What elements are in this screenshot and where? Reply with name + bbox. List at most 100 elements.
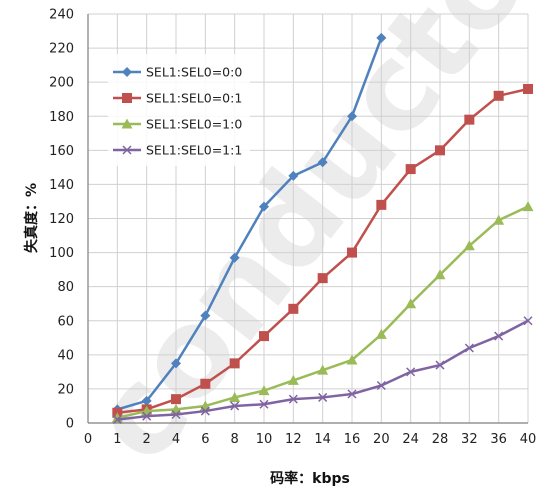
- legend-label: SEL1:SEL0=0:1: [146, 91, 242, 106]
- data-point-stroke: [376, 380, 386, 391]
- data-point: [259, 201, 269, 212]
- data-point: [229, 391, 241, 402]
- y-tick-labels: 0 20 40 60 80 100 120 140 160 180 200 220 240: [49, 8, 74, 432]
- data-point: [464, 343, 474, 353]
- data-point: [523, 316, 533, 326]
- data-point: [288, 303, 299, 314]
- series-3: [111, 201, 534, 423]
- data-point: [171, 394, 181, 405]
- data-point: [112, 415, 122, 425]
- legend-label: SEL1:SEL0=1:0: [146, 117, 242, 132]
- data-point: [288, 170, 299, 181]
- y-tick-label: 200: [49, 76, 74, 91]
- data-point-stroke: [464, 343, 474, 353]
- data-point-stroke: [318, 392, 328, 402]
- y-tick-label: 180: [49, 110, 74, 125]
- data-point-stroke: [112, 415, 122, 425]
- data-point: [435, 360, 445, 370]
- x-tick-label: 32: [461, 432, 478, 447]
- data-point: [171, 358, 181, 369]
- data-point: [347, 247, 357, 258]
- data-point-stroke: [171, 409, 181, 420]
- data-point: [493, 214, 505, 225]
- y-tick-label: 100: [49, 246, 74, 261]
- legend-item: SEL1:SEL0=0:0: [113, 65, 242, 80]
- data-point: [522, 201, 534, 212]
- y-tick-label: 0: [66, 417, 74, 432]
- data-point: [288, 394, 298, 404]
- series-4: [112, 316, 533, 425]
- y-tick-label: 220: [49, 42, 74, 57]
- data-point: [405, 298, 417, 309]
- data-point-stroke: [347, 389, 357, 399]
- x-tick-label: 40: [520, 432, 537, 447]
- data-point: [376, 32, 387, 43]
- y-tick-label: 140: [49, 178, 74, 193]
- data-point: [494, 331, 504, 341]
- data-point: [317, 364, 329, 375]
- legend: SEL1:SEL0=0:0 SEL1:SEL0=0:1 SEL1:SEL0=1:0 S…: [108, 54, 250, 166]
- data-point: [259, 399, 269, 409]
- data-point: [230, 401, 240, 411]
- data-point: [200, 310, 211, 321]
- x-tick-label: 20: [373, 432, 390, 447]
- data-point-stroke: [288, 394, 298, 404]
- data-point-stroke: [142, 411, 152, 421]
- x-tick-label: 16: [344, 432, 361, 447]
- data-point: [347, 111, 357, 122]
- legend-label: SEL1:SEL0=0:0: [146, 65, 242, 80]
- y-axis-title: 失真度：%: [23, 183, 40, 253]
- data-point: [171, 409, 181, 420]
- data-point: [376, 199, 387, 210]
- x-tick-label: 10: [256, 432, 273, 447]
- data-point: [406, 367, 416, 377]
- series-layer: [111, 32, 534, 425]
- data-point: [141, 395, 152, 406]
- data-point: [122, 67, 132, 77]
- x-tick-label: 6: [201, 432, 209, 447]
- data-point: [463, 240, 475, 251]
- data-point: [121, 118, 133, 129]
- x-tick-label: 28: [432, 432, 449, 447]
- data-point: [434, 269, 446, 280]
- y-tick-label: 60: [57, 314, 74, 329]
- axes: [87, 14, 528, 424]
- data-point: [200, 406, 210, 416]
- data-point: [317, 273, 328, 284]
- series-1: [112, 32, 387, 415]
- data-point: [142, 411, 152, 421]
- data-point: [493, 90, 504, 101]
- x-tick-label: 2: [143, 432, 151, 447]
- data-point: [464, 114, 475, 125]
- data-point-stroke: [230, 401, 240, 411]
- x-tick-label: 0: [84, 432, 92, 447]
- data-point: [229, 358, 240, 369]
- x-tick-label: 4: [172, 432, 180, 447]
- legend-label: SEL1:SEL0=1:1: [146, 143, 242, 158]
- data-point: [122, 145, 132, 155]
- data-point: [376, 380, 386, 391]
- data-point-stroke: [259, 399, 269, 409]
- data-point: [435, 145, 445, 156]
- data-point: [200, 378, 211, 389]
- data-point: [259, 331, 269, 342]
- data-point-stroke: [494, 331, 504, 341]
- x-tick-label: 36: [490, 432, 507, 447]
- data-point-stroke: [122, 145, 132, 155]
- x-tick-label: 8: [231, 432, 239, 447]
- data-point: [405, 164, 416, 175]
- data-point-stroke: [406, 367, 416, 377]
- legend-item: SEL1:SEL0=1:0: [113, 117, 242, 132]
- y-tick-label: 80: [57, 280, 74, 295]
- y-tick-label: 20: [57, 382, 74, 397]
- data-point: [523, 83, 533, 94]
- y-tick-label: 40: [57, 348, 74, 363]
- y-tick-label: 160: [49, 144, 74, 159]
- y-tick-label: 120: [49, 212, 74, 227]
- data-point: [346, 354, 358, 365]
- y-tick-label: 240: [49, 8, 74, 23]
- series-line: [116, 37, 383, 411]
- data-point: [347, 389, 357, 399]
- data-point: [375, 328, 387, 339]
